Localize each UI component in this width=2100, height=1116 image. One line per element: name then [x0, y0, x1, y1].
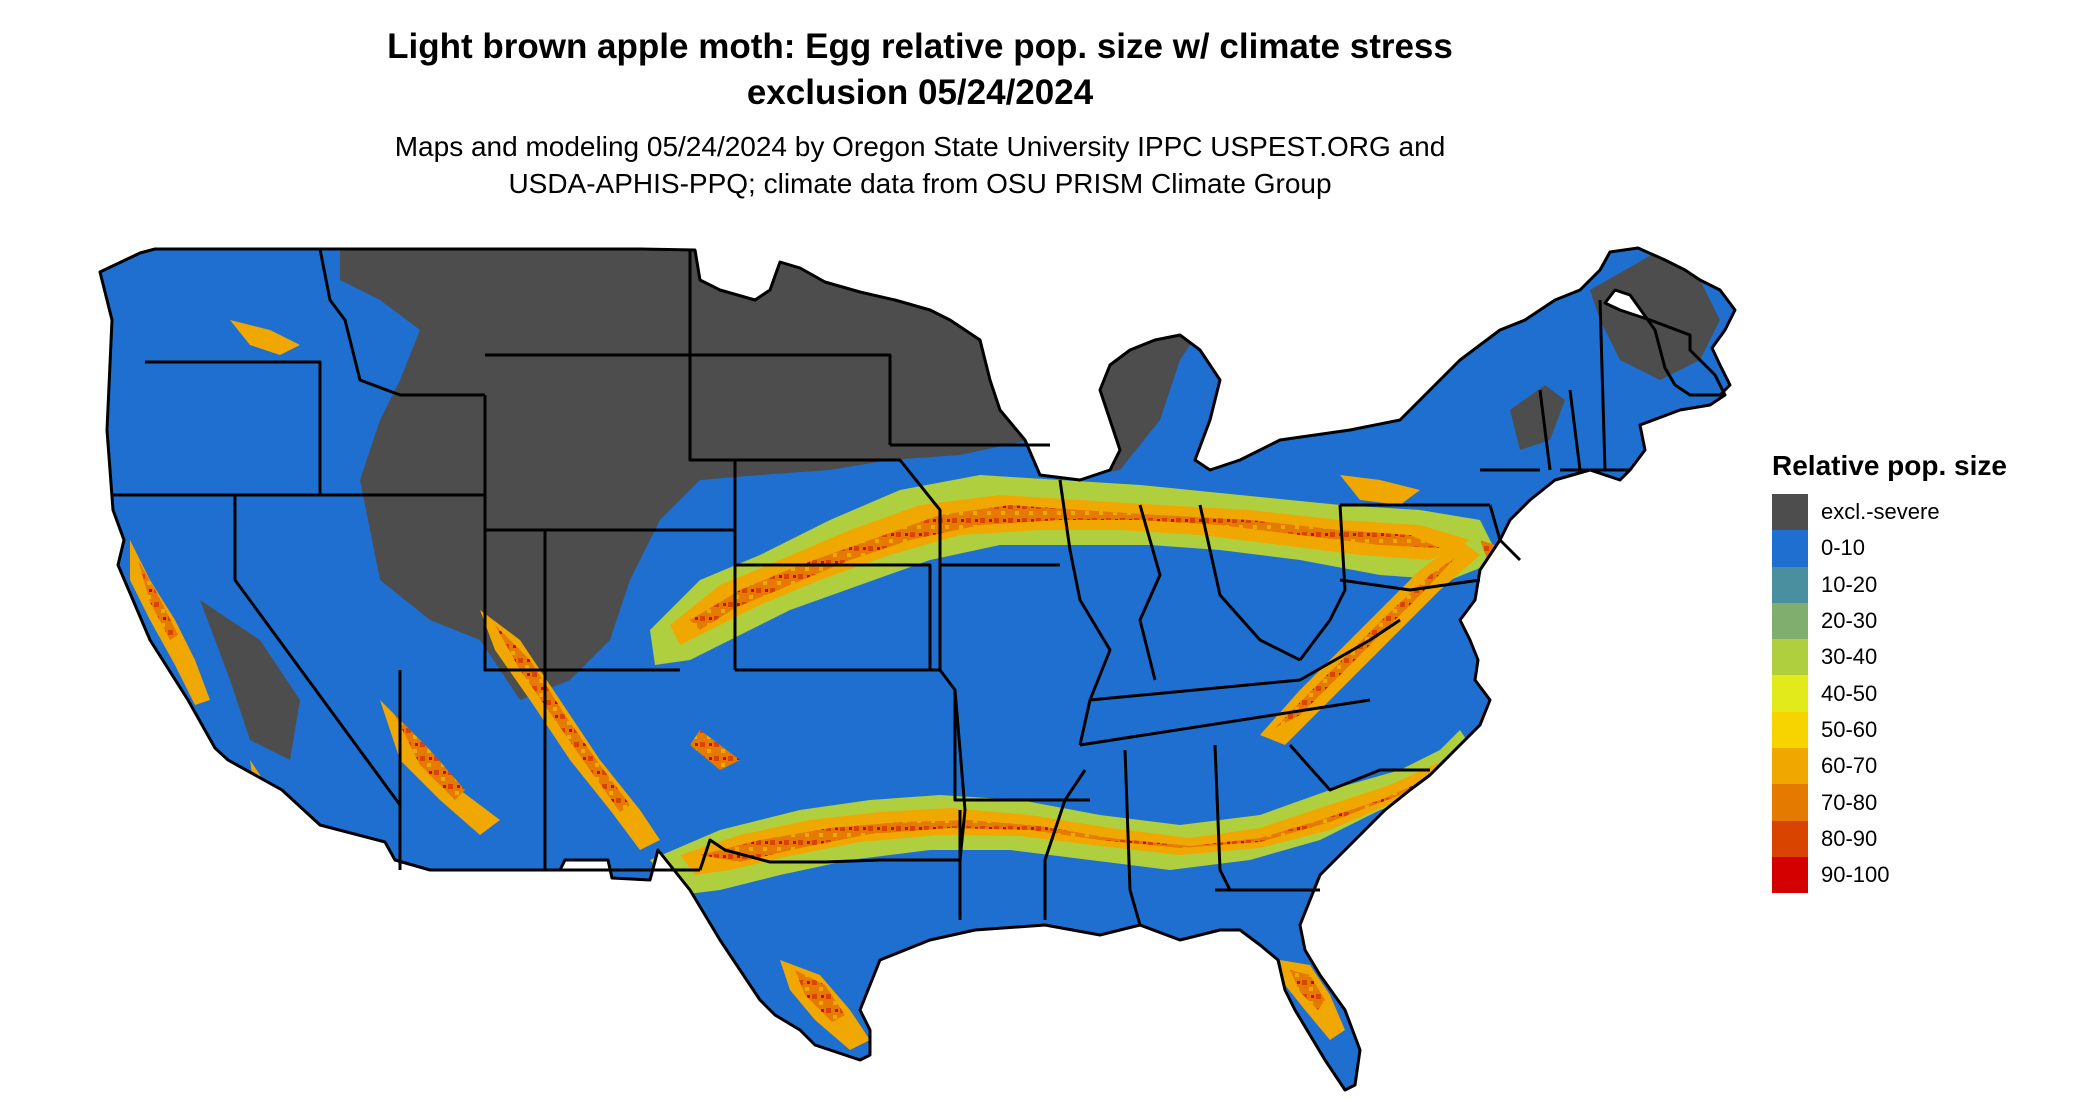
- legend-swatch: [1772, 530, 1808, 567]
- legend-swatch: [1772, 675, 1808, 712]
- legend-item: 0-10: [1772, 530, 2007, 567]
- legend-item: excl.-severe: [1772, 494, 2007, 531]
- legend-swatch: [1772, 748, 1808, 785]
- legend-label: 20-30: [1821, 608, 1878, 634]
- legend-item: 20-30: [1772, 602, 2007, 640]
- map-title: Light brown apple moth: Egg relative pop…: [0, 24, 1840, 116]
- legend-item: 30-40: [1772, 639, 2007, 676]
- legend: Relative pop. size excl.-severe 0-10 10-…: [1772, 450, 2007, 894]
- legend-item: 80-90: [1772, 820, 2007, 857]
- legend-item: 50-60: [1772, 711, 2007, 749]
- us-map: [98, 246, 1737, 1092]
- legend-swatch: [1772, 820, 1808, 857]
- legend-item: 70-80: [1772, 784, 2007, 821]
- legend-item: 60-70: [1772, 748, 2007, 785]
- legend-label: excl.-severe: [1821, 499, 1940, 525]
- legend-label: 50-60: [1821, 716, 1878, 742]
- legend-items: excl.-severe 0-10 10-20 20-30 30-40 40-5…: [1772, 494, 2007, 894]
- map-subtitle-line2: USDA-APHIS-PPQ; climate data from OSU PR…: [508, 168, 1332, 199]
- legend-label: 90-100: [1821, 862, 1890, 888]
- map-subtitle-line1: Maps and modeling 05/24/2024 by Oregon S…: [394, 131, 1446, 162]
- map-title-line2: exclusion 05/24/2024: [746, 73, 1094, 112]
- legend-item: 90-100: [1772, 856, 2007, 894]
- legend-label: 40-50: [1821, 680, 1878, 706]
- legend-label: 80-90: [1821, 825, 1878, 851]
- state-borders: [98, 246, 1737, 1092]
- legend-swatch: [1772, 566, 1808, 603]
- legend-swatch: [1772, 494, 1808, 531]
- map-fill: [100, 248, 1735, 1090]
- map-title-line1: Light brown apple moth: Egg relative pop…: [387, 27, 1453, 66]
- legend-label: 0-10: [1821, 535, 1866, 561]
- legend-swatch: [1772, 856, 1808, 894]
- legend-label: 30-40: [1821, 644, 1878, 670]
- legend-title: Relative pop. size: [1772, 450, 2007, 481]
- legend-swatch: [1772, 602, 1808, 640]
- legend-swatch: [1772, 711, 1808, 749]
- legend-swatch: [1772, 784, 1808, 821]
- legend-label: 70-80: [1821, 789, 1878, 815]
- legend-swatch: [1772, 639, 1808, 676]
- map-subtitle: Maps and modeling 05/24/2024 by Oregon S…: [0, 128, 1840, 202]
- legend-item: 40-50: [1772, 675, 2007, 712]
- legend-label: 60-70: [1821, 753, 1878, 779]
- legend-label: 10-20: [1821, 571, 1878, 597]
- legend-item: 10-20: [1772, 566, 2007, 603]
